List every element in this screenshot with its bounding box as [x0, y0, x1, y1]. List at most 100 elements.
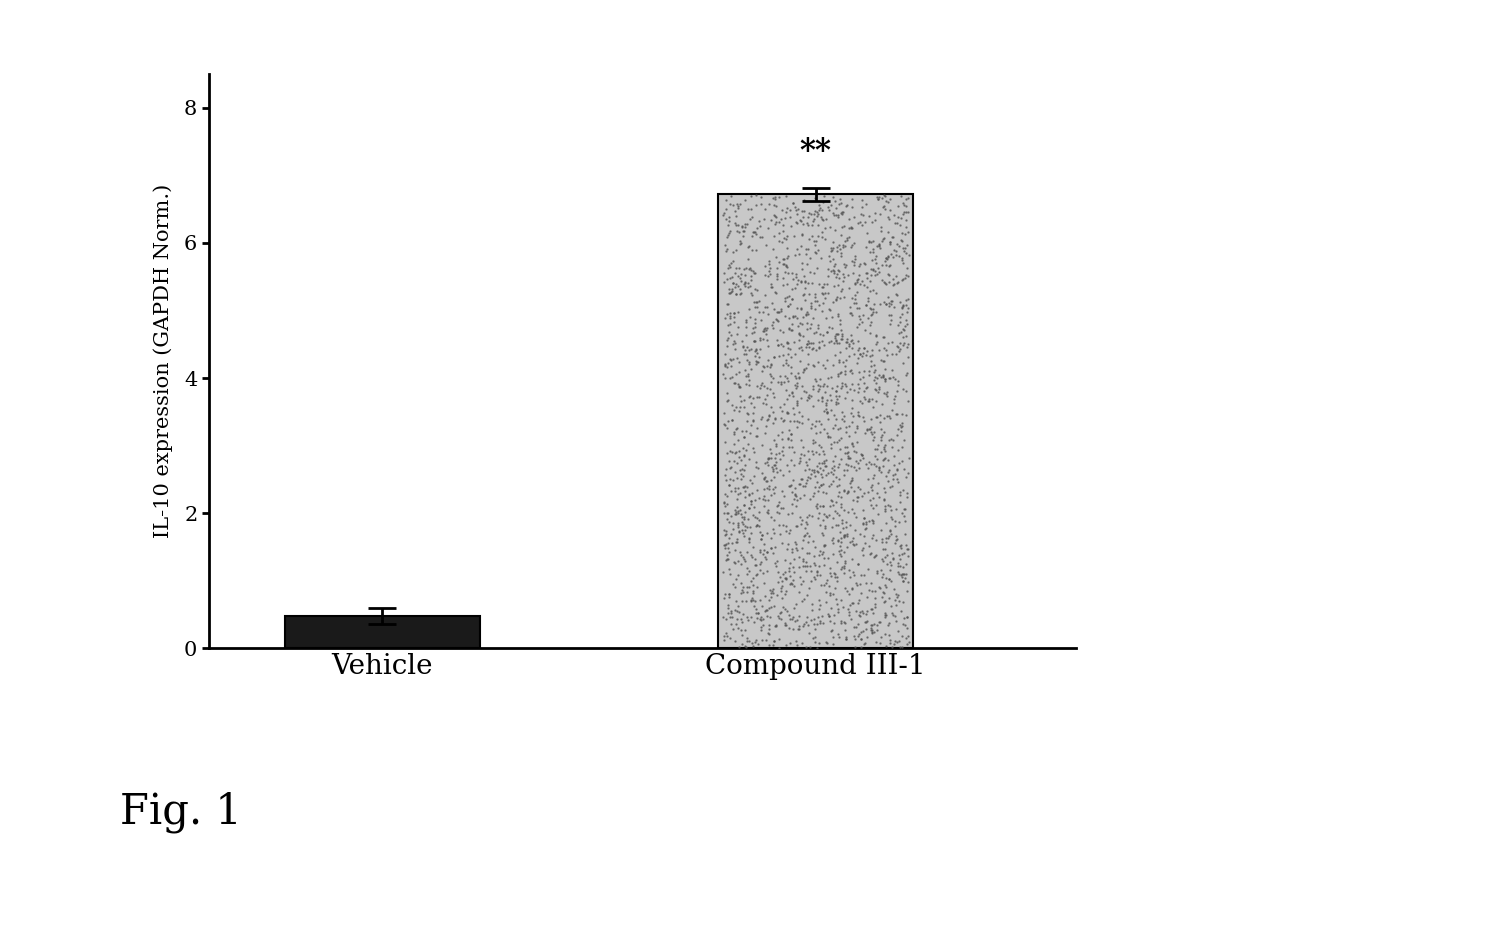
Point — [826, 196, 850, 211]
Point — [847, 350, 871, 365]
Point — [754, 526, 778, 541]
Point — [858, 235, 881, 250]
Point — [775, 406, 799, 420]
Point — [734, 319, 757, 334]
Point — [829, 196, 853, 211]
Point — [823, 469, 847, 484]
Point — [852, 568, 875, 582]
Point — [831, 205, 855, 219]
Point — [890, 419, 914, 433]
Point — [878, 203, 902, 218]
Point — [840, 306, 864, 320]
Point — [865, 437, 889, 452]
Point — [722, 309, 746, 324]
Point — [887, 418, 911, 432]
Point — [725, 532, 748, 546]
Point — [817, 561, 841, 576]
Point — [777, 607, 801, 622]
Point — [786, 366, 810, 381]
Point — [883, 593, 907, 607]
Point — [811, 421, 835, 436]
Point — [801, 432, 825, 447]
Point — [732, 275, 756, 290]
Point — [753, 320, 777, 335]
Point — [801, 446, 825, 461]
Point — [826, 367, 850, 382]
Point — [804, 444, 828, 459]
Point — [880, 511, 904, 526]
Point — [849, 640, 872, 655]
Point — [732, 262, 756, 277]
Point — [796, 469, 820, 484]
Point — [719, 444, 743, 458]
Point — [793, 564, 817, 579]
Point — [754, 396, 778, 411]
Point — [714, 612, 738, 627]
Point — [895, 292, 919, 307]
Point — [726, 603, 750, 618]
Point — [722, 276, 746, 291]
Point — [896, 204, 920, 219]
Point — [834, 554, 858, 569]
Point — [828, 317, 852, 332]
Point — [859, 618, 883, 632]
Point — [762, 634, 786, 649]
Point — [877, 307, 901, 322]
Point — [780, 317, 804, 332]
Point — [719, 630, 743, 644]
Point — [807, 334, 831, 349]
Point — [713, 541, 737, 556]
Point — [774, 382, 798, 397]
Point — [723, 507, 747, 521]
Point — [853, 278, 877, 293]
Point — [859, 348, 883, 363]
Point — [813, 578, 837, 593]
Point — [765, 465, 789, 480]
Point — [874, 194, 898, 208]
Point — [878, 312, 902, 327]
Point — [762, 242, 786, 257]
Point — [783, 200, 807, 215]
Point — [799, 317, 823, 332]
Point — [832, 528, 856, 543]
Point — [890, 253, 914, 268]
Point — [728, 224, 751, 239]
Point — [853, 390, 877, 405]
Point — [737, 355, 760, 369]
Point — [829, 500, 853, 515]
Point — [759, 451, 783, 466]
Point — [725, 456, 748, 470]
Point — [808, 547, 832, 562]
Point — [895, 219, 919, 234]
Point — [892, 610, 916, 625]
Point — [786, 622, 810, 637]
Point — [713, 468, 737, 482]
Point — [784, 543, 808, 557]
Point — [743, 334, 766, 349]
Point — [777, 526, 801, 541]
Point — [850, 199, 874, 214]
Point — [802, 358, 826, 373]
Point — [884, 237, 908, 252]
Point — [859, 601, 883, 616]
Point — [834, 419, 858, 434]
Point — [852, 517, 875, 532]
Point — [723, 481, 747, 495]
Point — [775, 251, 799, 266]
Point — [744, 226, 768, 241]
Point — [893, 469, 917, 484]
Point — [871, 330, 895, 344]
Point — [771, 218, 795, 232]
Point — [713, 417, 737, 432]
Point — [826, 489, 850, 504]
Point — [832, 414, 856, 429]
Point — [810, 210, 834, 225]
Point — [757, 367, 781, 382]
Point — [796, 461, 820, 476]
Point — [861, 470, 884, 485]
Point — [825, 573, 849, 588]
Point — [853, 384, 877, 399]
Point — [881, 550, 905, 565]
Point — [774, 370, 798, 385]
Point — [781, 310, 805, 325]
